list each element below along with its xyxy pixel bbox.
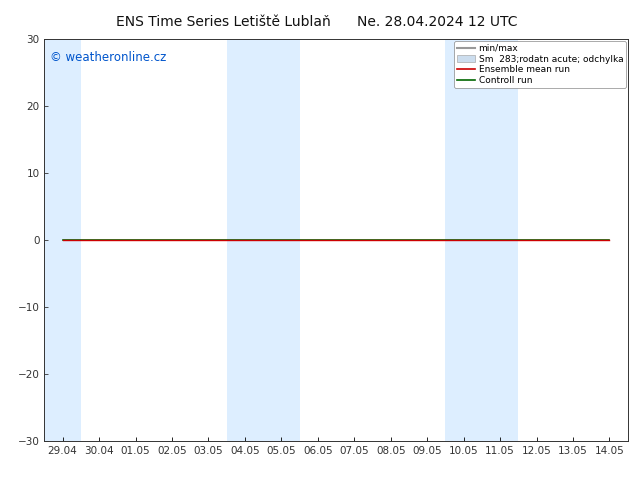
Bar xyxy=(44,39,81,441)
Text: ENS Time Series Letiště Lublaň      Ne. 28.04.2024 12 UTC: ENS Time Series Letiště Lublaň Ne. 28.04… xyxy=(116,15,518,29)
Bar xyxy=(263,39,299,441)
Bar xyxy=(445,39,482,441)
Bar xyxy=(482,39,518,441)
Text: © weatheronline.cz: © weatheronline.cz xyxy=(50,51,167,64)
Legend: min/max, Sm  283;rodatn acute; odchylka, Ensemble mean run, Controll run: min/max, Sm 283;rodatn acute; odchylka, … xyxy=(454,41,626,88)
Bar xyxy=(226,39,263,441)
